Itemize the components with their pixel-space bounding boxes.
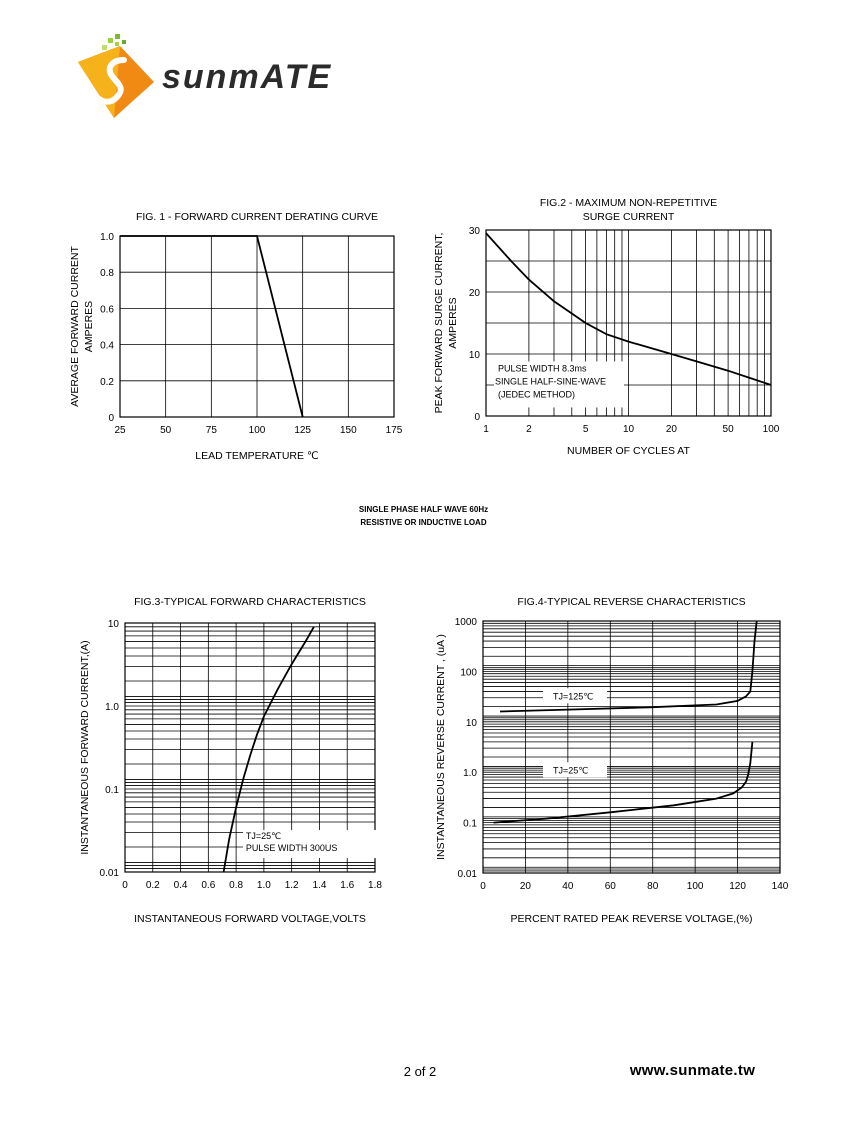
x-tick-label: 1 [483,424,489,435]
x-tick-label: 80 [647,881,659,892]
y-tick-label: 0.1 [105,785,119,796]
page-number: 2 of 2 [403,1064,437,1079]
y-axis-label: AVERAGE FORWARD CURRENT [69,246,81,407]
y-axis-label: INSTANTANEOUS REVERSE CURRENT , (uA ) [435,634,447,860]
annotation-box [543,762,608,778]
y-tick-label: 10 [469,350,481,361]
y-tick-label: 0.01 [100,868,120,879]
sunmate-logo-icon: sunmATE [78,34,332,118]
y-tick-label: 0.01 [458,869,478,880]
x-tick-label: 50 [160,425,172,436]
y-tick-label: 0.4 [100,341,114,352]
x-tick-label: 0 [122,880,128,891]
series-line [493,741,754,824]
x-tick-label: 1.4 [312,880,326,891]
y-tick-label: 0.8 [100,268,114,279]
note-line-1: SINGLE PHASE HALF WAVE 60Hz [358,505,489,514]
note-line-2: RESISTIVE OR INDUCTIVE LOAD [360,518,487,527]
y-tick-label: 30 [469,226,481,237]
chart-title: FIG.3-TYPICAL FORWARD CHARACTERISTICS [134,596,366,608]
y-tick-label: 1.0 [463,768,477,779]
x-tick-label: 60 [605,881,617,892]
y-tick-label: 0.1 [463,819,477,830]
annotation-text: PULSE WIDTH 8.3ms [498,363,587,373]
x-axis-label: INSTANTANEOUS FORWARD VOLTAGE,VOLTS [134,913,366,925]
x-tick-label: 1.0 [257,880,271,891]
x-tick-label: 20 [520,881,532,892]
x-tick-label: 25 [114,425,126,436]
x-tick-label: 1.2 [285,880,299,891]
series-line [499,620,758,713]
plot-frame [485,229,772,417]
annotation-text: PULSE WIDTH 300US [246,843,338,853]
x-tick-label: 10 [623,424,635,435]
x-tick-label: 40 [562,881,574,892]
y-tick-label: 100 [460,667,477,678]
x-tick-label: 0.4 [174,880,188,891]
y-tick-label: 10 [108,619,120,630]
x-tick-label: 0 [480,881,486,892]
x-axis-label: NUMBER OF CYCLES AT [567,445,690,457]
x-tick-label: 100 [249,425,266,436]
x-tick-label: 75 [206,425,218,436]
x-tick-label: 1.8 [368,880,382,891]
y-tick-label: 1.0 [100,232,114,243]
chart-title: FIG.4-TYPICAL REVERSE CHARACTERISTICS [517,596,745,608]
x-tick-label: 175 [386,425,403,436]
series-line [485,232,772,386]
y-tick-label: 0 [108,413,114,424]
y-tick-label: 0.6 [100,304,114,315]
chart-title: SURGE CURRENT [583,211,675,223]
y-axis-label: PEAK FORWARD SURGE CURRENT, [433,233,445,414]
annotation-box [543,688,608,704]
x-tick-label: 125 [294,425,311,436]
x-tick-label: 5 [583,424,589,435]
x-tick-label: 120 [729,881,746,892]
annotation-text: TJ=25℃ [246,831,281,841]
series-label: TJ=125℃ [553,691,593,701]
y-axis-label: AMPERES [83,301,95,352]
x-axis-label: LEAD TEMPERATURE ℃ [195,450,318,462]
x-tick-label: 20 [666,424,678,435]
x-tick-label: 100 [763,424,780,435]
series-line [222,626,315,873]
fig2-chart: FIG.2 - MAXIMUM NON-REPETITIVE SURGE CURR… [433,197,780,457]
website-link[interactable]: www.sunmate.tw [629,1062,756,1079]
fig4-chart: FIG.4-TYPICAL REVERSE CHARACTERISTICS 0 20… [435,596,789,925]
x-tick-label: 1.6 [340,880,354,891]
x-tick-label: 0.6 [201,880,215,891]
x-tick-label: 2 [526,424,532,435]
y-tick-label: 20 [469,288,481,299]
logo-wordmark: sunmATE [162,58,332,96]
x-tick-label: 50 [723,424,735,435]
y-tick-label: 0 [474,412,480,423]
y-tick-label: 10 [466,718,478,729]
chart-title: FIG. 1 - FORWARD CURRENT DERATING CURVE [136,211,378,223]
annotation-text: (JEDEC METHOD) [498,389,575,399]
plot-frame [124,622,376,873]
y-tick-label: 1000 [455,617,478,628]
chart-title: FIG.2 - MAXIMUM NON-REPETITIVE [540,197,717,209]
y-tick-label: 0.2 [100,377,114,388]
series-label: TJ=25℃ [553,765,588,775]
y-axis-label: AMPERES [447,297,459,348]
x-tick-label: 0.8 [229,880,243,891]
y-tick-label: 1.0 [105,702,119,713]
x-tick-label: 100 [687,881,704,892]
x-tick-label: 140 [772,881,789,892]
brand-logo: sunmATE [72,32,347,124]
annotation-box [494,361,624,408]
annotation-box [243,830,384,859]
fig1-chart: FIG. 1 - FORWARD CURRENT DERATING CURVE 2… [69,211,403,462]
y-axis-label: INSTANTANEOUS FORWARD CURRENT,(A) [79,640,91,854]
annotation-text: SINGLE HALF-SINE-WAVE [495,376,606,386]
x-tick-label: 0.2 [146,880,160,891]
series-line [120,235,304,418]
x-axis-label: PERCENT RATED PEAK REVERSE VOLTAGE,(%) [511,913,753,925]
x-tick-label: 150 [340,425,357,436]
plot-frame [482,620,781,874]
